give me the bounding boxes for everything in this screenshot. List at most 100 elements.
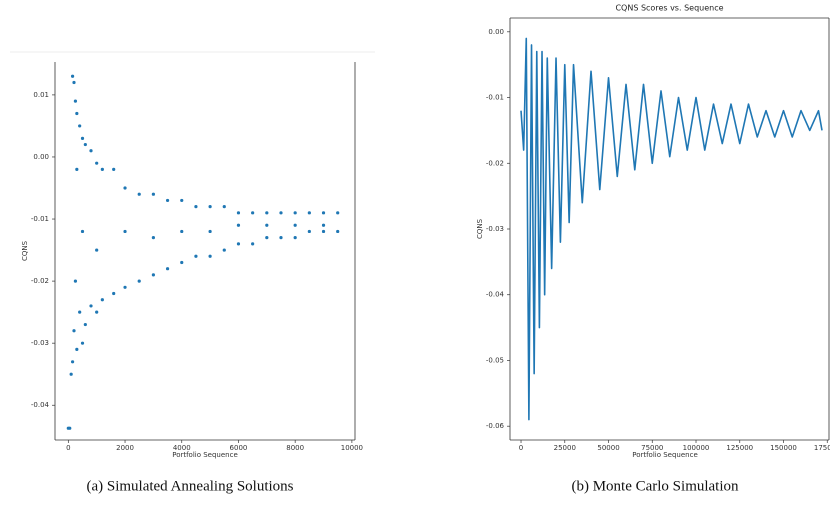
x-tick-label: 175000 bbox=[814, 444, 830, 452]
x-tick-label: 100000 bbox=[683, 444, 710, 452]
point bbox=[95, 248, 99, 252]
point bbox=[123, 186, 127, 190]
point bbox=[307, 211, 311, 215]
point bbox=[208, 229, 212, 234]
x-tick-label: 10000 bbox=[341, 444, 363, 452]
point bbox=[321, 223, 326, 227]
point bbox=[83, 322, 87, 327]
y-tick-label: -0.01 bbox=[486, 94, 504, 102]
point bbox=[236, 223, 241, 227]
x-tick-label: 8000 bbox=[286, 444, 304, 452]
point bbox=[293, 211, 297, 215]
point bbox=[279, 211, 283, 215]
point bbox=[151, 273, 155, 277]
y-axis-label: CQNS bbox=[476, 218, 484, 239]
y-tick-label: 0.00 bbox=[488, 28, 504, 36]
point bbox=[208, 205, 212, 209]
x-tick-label: 2000 bbox=[116, 444, 134, 452]
point bbox=[75, 167, 79, 171]
point bbox=[180, 260, 184, 265]
x-axis-label: Portfolio Sequence bbox=[632, 451, 698, 459]
point bbox=[251, 211, 255, 215]
y-tick-label: -0.03 bbox=[486, 225, 504, 233]
point bbox=[123, 229, 127, 234]
point bbox=[112, 291, 116, 296]
point bbox=[265, 223, 269, 227]
point bbox=[69, 372, 73, 376]
y-tick-label: -0.02 bbox=[31, 277, 49, 285]
y-tick-label: -0.06 bbox=[486, 422, 505, 430]
point bbox=[151, 236, 155, 240]
point bbox=[321, 211, 326, 215]
point bbox=[73, 279, 78, 283]
x-axis-label: Portfolio Sequence bbox=[172, 451, 238, 459]
point bbox=[68, 426, 72, 430]
point bbox=[137, 279, 141, 283]
point bbox=[293, 236, 297, 240]
point bbox=[75, 347, 79, 351]
point bbox=[72, 80, 76, 85]
point bbox=[222, 205, 226, 209]
y-tick-label: -0.04 bbox=[486, 291, 505, 299]
point bbox=[151, 192, 155, 196]
point bbox=[89, 304, 93, 308]
point bbox=[95, 161, 99, 165]
point bbox=[265, 211, 269, 215]
point bbox=[307, 229, 311, 234]
point bbox=[100, 167, 104, 171]
caption: (b) Monte Carlo Simulation bbox=[571, 478, 739, 494]
x-tick-label: 4000 bbox=[173, 444, 191, 452]
point bbox=[70, 74, 75, 78]
point bbox=[165, 267, 170, 271]
point bbox=[236, 242, 241, 246]
y-axis-label: CQNS bbox=[21, 240, 29, 261]
y-tick-label: -0.04 bbox=[31, 401, 50, 409]
caption: (a) Simulated Annealing Solutions bbox=[86, 478, 293, 494]
point bbox=[73, 99, 78, 103]
point bbox=[194, 254, 198, 258]
y-tick-label: 0.00 bbox=[33, 153, 49, 161]
y-tick-label: -0.01 bbox=[31, 215, 49, 223]
point bbox=[236, 211, 241, 215]
point bbox=[279, 236, 283, 240]
point bbox=[194, 205, 198, 209]
point bbox=[78, 124, 82, 128]
point bbox=[72, 329, 76, 333]
point bbox=[293, 223, 297, 227]
point bbox=[80, 229, 85, 234]
point bbox=[75, 111, 79, 116]
point bbox=[78, 310, 82, 314]
point bbox=[251, 242, 255, 246]
point bbox=[336, 229, 340, 234]
y-tick-label: -0.03 bbox=[31, 339, 49, 347]
point bbox=[165, 198, 170, 203]
x-tick-label: 75000 bbox=[641, 444, 663, 452]
line bbox=[520, 37, 823, 421]
point bbox=[83, 142, 87, 147]
point bbox=[123, 285, 127, 289]
point bbox=[95, 310, 99, 314]
y-tick-label: -0.05 bbox=[486, 356, 504, 364]
point bbox=[336, 211, 340, 215]
point bbox=[265, 236, 269, 240]
x-tick-label: 0 bbox=[66, 444, 70, 452]
x-tick-label: 25000 bbox=[554, 444, 576, 452]
point bbox=[180, 229, 184, 234]
y-tick-label: 0.01 bbox=[33, 91, 49, 99]
x-tick-label: 6000 bbox=[230, 444, 248, 452]
y-tick-label: -0.02 bbox=[486, 159, 504, 167]
x-tick-label: 125000 bbox=[726, 444, 753, 452]
point bbox=[89, 149, 93, 153]
point bbox=[180, 198, 184, 203]
point bbox=[321, 229, 326, 234]
x-tick-label: 50000 bbox=[597, 444, 619, 452]
point bbox=[137, 192, 141, 196]
x-tick-label: 150000 bbox=[770, 444, 797, 452]
point bbox=[80, 136, 85, 140]
chart-title: CQNS Scores vs. Sequence bbox=[615, 4, 723, 13]
point bbox=[100, 298, 104, 302]
point bbox=[112, 167, 116, 171]
x-tick-label: 0 bbox=[519, 444, 523, 452]
point bbox=[70, 360, 75, 364]
